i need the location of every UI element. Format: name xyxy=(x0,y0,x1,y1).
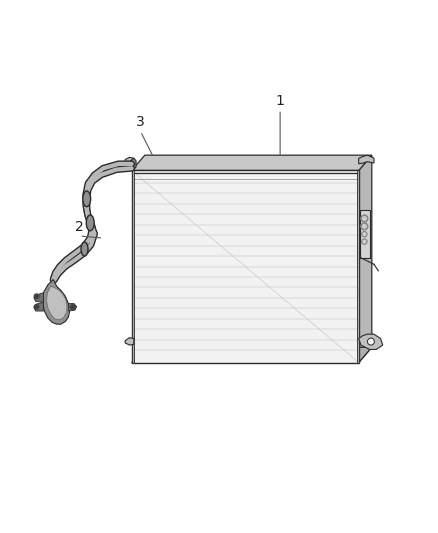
Polygon shape xyxy=(125,157,134,165)
Circle shape xyxy=(363,240,366,243)
Circle shape xyxy=(362,239,367,244)
Circle shape xyxy=(363,224,366,228)
Polygon shape xyxy=(132,171,359,362)
Circle shape xyxy=(34,304,39,309)
Polygon shape xyxy=(132,348,372,362)
Circle shape xyxy=(361,215,368,222)
Text: 2: 2 xyxy=(75,220,84,234)
Circle shape xyxy=(361,223,368,230)
Polygon shape xyxy=(42,280,70,324)
Circle shape xyxy=(363,217,366,220)
Polygon shape xyxy=(130,158,136,169)
Polygon shape xyxy=(132,155,372,171)
Polygon shape xyxy=(68,304,77,311)
Polygon shape xyxy=(132,171,134,362)
Bar xyxy=(360,210,370,258)
Circle shape xyxy=(367,338,374,345)
Polygon shape xyxy=(46,286,67,320)
Polygon shape xyxy=(34,293,43,302)
Polygon shape xyxy=(359,334,383,350)
Circle shape xyxy=(362,231,367,237)
Polygon shape xyxy=(34,302,43,311)
Circle shape xyxy=(363,233,366,236)
Polygon shape xyxy=(125,338,134,345)
Ellipse shape xyxy=(81,242,88,256)
Text: 3: 3 xyxy=(136,116,145,130)
Circle shape xyxy=(71,305,75,309)
Polygon shape xyxy=(359,155,374,164)
Circle shape xyxy=(34,294,39,298)
Text: 1: 1 xyxy=(276,94,285,108)
Ellipse shape xyxy=(83,191,91,207)
Polygon shape xyxy=(359,155,372,362)
Ellipse shape xyxy=(86,215,94,231)
Polygon shape xyxy=(357,171,359,362)
